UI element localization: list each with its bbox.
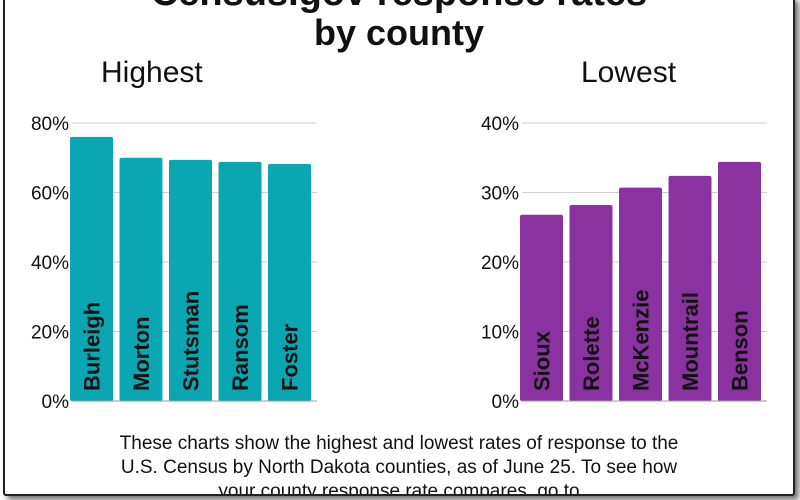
lowest-y-tick-label: 0% (492, 392, 520, 413)
highest-y-tick-label: 40% (31, 253, 69, 274)
highest-bar-stutsman (169, 159, 212, 401)
highest-panel-title: Highest (101, 56, 203, 89)
lowest-bar-label: Rolette (579, 316, 604, 391)
lowest-bar-rolette (569, 205, 613, 401)
caption: These charts show the highest and lowest… (45, 432, 753, 496)
lowest-y-tick-label: 30% (481, 184, 519, 205)
lowest-bar-label: Sioux (530, 330, 555, 391)
lowest-bar-mountrail (668, 175, 712, 401)
lowest-bar-mckenzie (619, 187, 662, 401)
caption-line-2: U.S. Census by North Dakota counties, as… (120, 457, 678, 478)
lowest-bar-sioux (520, 214, 563, 401)
highest-bar-label: Foster (278, 323, 303, 391)
lowest-y-tick-label: 20% (481, 253, 519, 274)
highest-bar-label: Morton (129, 316, 154, 391)
lowest-bar-label: Mountrail (678, 292, 703, 391)
chart-title-line2: by county (313, 12, 484, 53)
highest-y-tick-label: 0% (42, 392, 70, 413)
highest-y-tick-label: 80% (31, 114, 69, 135)
chart-title-line1: Census.gov response rates (5, 0, 793, 15)
highest-bar-label: Ransom (228, 304, 253, 391)
lowest-bar-label: Benson (728, 310, 753, 391)
caption-line-1: These charts show the highest and lowest… (119, 433, 679, 454)
bar-charts: 0% 20% 40% 60% 80% Burleigh Morton Stutsman Rans… (31, 114, 767, 413)
lowest-y-tick-label: 10% (481, 323, 519, 344)
highest-bar-foster (268, 164, 311, 401)
lowest-panel-title: Lowest (581, 56, 677, 89)
highest-bar-label: Burleigh (80, 302, 105, 391)
caption-line-3: your county response rate compares, go t… (218, 481, 580, 496)
lowest-bar-label: McKenzie (629, 290, 654, 391)
highest-bar-label: Stutsman (179, 291, 204, 391)
highest-bar-ransom (218, 161, 262, 401)
highest-bar-burleigh (70, 136, 113, 401)
infographic-frame: Census.gov response rates by county High… (3, 0, 795, 496)
highest-chart: 0% 20% 40% 60% 80% Burleigh Morton Stutsman Rans… (31, 114, 317, 413)
lowest-y-tick-label: 40% (481, 114, 519, 135)
lowest-chart: 0% 10% 20% 30% 40% Sioux Rolette McKenzie Mountr… (481, 114, 767, 413)
lowest-bar-benson (718, 161, 761, 401)
highest-y-tick-label: 20% (31, 323, 69, 344)
highest-y-tick-label: 60% (31, 184, 69, 205)
highest-bar-morton (119, 157, 163, 401)
